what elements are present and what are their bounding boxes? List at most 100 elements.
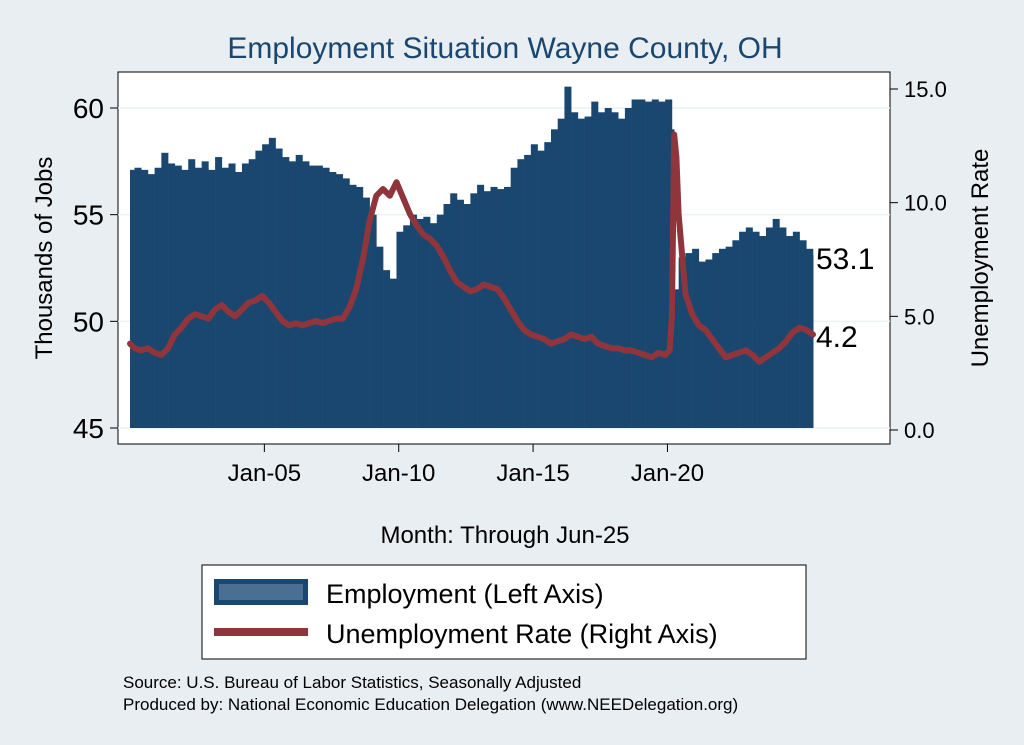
x-axis-tick-label: Jan-05 bbox=[228, 460, 301, 487]
employment-bar bbox=[342, 178, 350, 428]
employment-bar bbox=[591, 101, 599, 428]
employment-bar bbox=[315, 165, 323, 428]
unemployment-rate-line bbox=[127, 131, 816, 365]
employment-bar bbox=[194, 167, 202, 429]
employment-bar bbox=[221, 167, 229, 429]
employment-bar bbox=[752, 231, 760, 428]
employment-bar bbox=[288, 161, 297, 428]
employment-bar bbox=[813, 255, 814, 428]
employment-bar bbox=[658, 101, 666, 428]
employment-bar bbox=[490, 186, 498, 428]
left-axis-label: Thousands of Jobs bbox=[31, 157, 58, 360]
employment-bar bbox=[557, 118, 565, 429]
employment-bar bbox=[624, 108, 632, 428]
employment-bar bbox=[698, 261, 706, 428]
employment-bar bbox=[530, 144, 538, 428]
right-axis-tick-label: 10.0 bbox=[904, 191, 947, 216]
chart-title: Employment Situation Wayne County, OH bbox=[227, 32, 782, 65]
employment-bar bbox=[430, 223, 438, 428]
employment-bar bbox=[268, 137, 276, 428]
employment-bar bbox=[524, 154, 532, 428]
employment-bar bbox=[685, 253, 693, 428]
produced-by-note: Produced by: National Economic Education… bbox=[123, 695, 738, 714]
employment-bar bbox=[356, 186, 364, 428]
employment-bar bbox=[799, 240, 807, 428]
employment-bar bbox=[551, 129, 559, 428]
employment-bar bbox=[188, 159, 196, 428]
employment-bar bbox=[477, 184, 485, 428]
employment-bar bbox=[409, 214, 417, 428]
employment-bar bbox=[618, 118, 626, 429]
x-axis-tick-label: Jan-10 bbox=[362, 460, 435, 487]
right-axis-tick-label: 15.0 bbox=[904, 77, 947, 102]
left-axis-tick-label: 50 bbox=[73, 306, 104, 337]
employment-bar bbox=[208, 169, 216, 428]
employment-bar bbox=[665, 99, 673, 428]
employment-bar bbox=[598, 112, 606, 429]
right-axis-tick-label: 5.0 bbox=[904, 304, 935, 329]
employment-bar bbox=[584, 116, 592, 428]
employment-bar bbox=[154, 167, 162, 429]
employment-end-label: 53.1 bbox=[816, 243, 874, 276]
employment-bar bbox=[537, 150, 545, 429]
employment-bar bbox=[483, 191, 491, 428]
source-note: Source: U.S. Bureau of Labor Statistics,… bbox=[123, 673, 581, 692]
employment-bar bbox=[450, 193, 458, 428]
employment-bar bbox=[463, 204, 471, 428]
employment-bar bbox=[376, 246, 384, 428]
employment-bar bbox=[295, 154, 303, 428]
employment-bar bbox=[631, 99, 639, 428]
employment-bar bbox=[651, 99, 659, 428]
employment-bar bbox=[130, 169, 135, 428]
employment-bar bbox=[275, 148, 283, 428]
left-axis-tick-label: 55 bbox=[73, 200, 104, 231]
employment-bar bbox=[544, 142, 552, 428]
employment-bar bbox=[282, 157, 290, 428]
employment-bar bbox=[235, 172, 243, 428]
employment-bar bbox=[765, 227, 773, 428]
employment-bar bbox=[497, 189, 505, 428]
legend-label-employment: Employment (Left Axis) bbox=[326, 579, 604, 609]
employment-bar bbox=[510, 167, 518, 429]
employment-bar bbox=[309, 165, 317, 428]
employment-bar bbox=[779, 227, 787, 428]
employment-bar bbox=[645, 101, 653, 428]
left-axis-tick-label: 45 bbox=[73, 413, 104, 444]
employment-bar bbox=[571, 112, 579, 429]
employment-bar bbox=[759, 236, 767, 428]
employment-bar bbox=[611, 112, 619, 429]
employment-bar bbox=[577, 118, 585, 429]
employment-bar bbox=[470, 193, 478, 428]
employment-bar bbox=[215, 157, 223, 428]
employment-bar bbox=[692, 248, 700, 428]
employment-bar bbox=[228, 163, 236, 428]
left-axis-tick-label: 60 bbox=[73, 93, 104, 124]
employment-bar bbox=[396, 231, 404, 428]
employment-bar bbox=[564, 86, 572, 429]
employment-bar bbox=[134, 167, 142, 429]
employment-bar bbox=[806, 248, 814, 428]
right-axis-tick-label: 0.0 bbox=[904, 418, 935, 443]
employment-bar bbox=[302, 161, 310, 428]
employment-bar bbox=[517, 159, 525, 428]
employment-bar bbox=[443, 204, 451, 428]
employment-bar bbox=[725, 246, 733, 428]
employment-bar bbox=[638, 99, 646, 428]
employment-bar bbox=[718, 248, 726, 428]
employment-bar bbox=[423, 216, 431, 428]
employment-bar bbox=[336, 174, 344, 428]
employment-bar bbox=[248, 159, 256, 428]
employment-bar bbox=[255, 150, 263, 429]
employment-bar bbox=[383, 270, 391, 428]
axes: 45 50 55 60 0.0 5.0 10.0 15.0 Jan-05 Jan-10 Jan-15… bbox=[73, 77, 947, 487]
employment-bar bbox=[147, 174, 155, 428]
employment-bar bbox=[674, 289, 679, 428]
employment-bar bbox=[416, 218, 424, 428]
employment-bar bbox=[181, 169, 189, 428]
employment-bar bbox=[739, 231, 747, 428]
employment-bar bbox=[362, 197, 370, 428]
employment-bar bbox=[732, 240, 740, 428]
legend: Employment (Left Axis) Unemployment Rate… bbox=[201, 564, 807, 660]
employment-bar bbox=[161, 152, 169, 429]
